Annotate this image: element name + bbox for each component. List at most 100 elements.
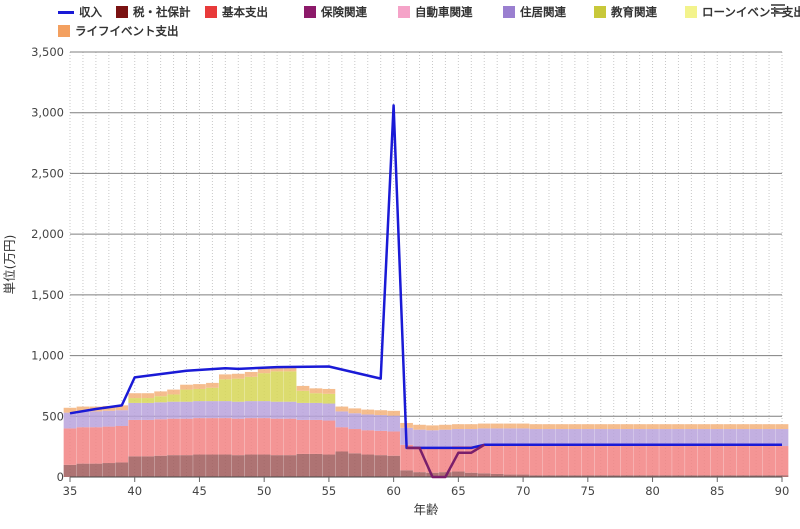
bar-segment xyxy=(231,418,245,456)
bar-segment xyxy=(736,424,750,430)
bar-segment xyxy=(296,453,310,477)
bar-segment xyxy=(464,429,478,447)
bar-segment xyxy=(672,429,685,447)
bar-segment xyxy=(581,446,595,476)
bar-segment xyxy=(723,429,737,447)
bar-segment xyxy=(270,455,284,477)
bar-segment xyxy=(594,475,608,477)
bar-segment xyxy=(594,429,608,447)
bar-segment xyxy=(283,366,297,372)
bar-segment xyxy=(594,424,608,430)
bar-segment xyxy=(270,371,284,402)
bar-segment xyxy=(387,431,400,456)
bar-segment xyxy=(374,455,388,477)
bar-segment xyxy=(180,418,193,456)
bar-segment xyxy=(257,401,271,419)
bar-segment xyxy=(128,393,142,399)
bar-segment xyxy=(154,419,167,456)
bar-segment xyxy=(426,425,439,431)
bar-segment xyxy=(646,446,659,476)
bar-segment xyxy=(672,475,685,477)
bar-segment xyxy=(193,454,206,477)
bar-segment xyxy=(76,427,90,464)
bar-segment xyxy=(141,402,155,420)
hamburger-menu-icon[interactable] xyxy=(771,4,785,16)
legend-swatch xyxy=(58,25,70,37)
legend-label: 自動車関連 xyxy=(415,5,473,19)
bar-segment xyxy=(503,428,517,446)
bar-segment xyxy=(180,389,193,402)
bar-segment xyxy=(697,429,711,447)
bar-segment xyxy=(206,382,219,388)
bar-segment xyxy=(257,418,271,455)
bar-segment xyxy=(620,429,633,447)
bar-segment xyxy=(270,401,284,419)
bar-segment xyxy=(154,391,167,397)
legend-item[interactable]: 保険関連 xyxy=(304,3,367,21)
bar-segment xyxy=(568,446,582,476)
bar-segment xyxy=(283,418,297,456)
bar-segment xyxy=(594,446,608,476)
bar-segment xyxy=(335,411,349,428)
x-tick-label: 45 xyxy=(192,484,207,498)
legend-item[interactable]: ライフイベント支出 xyxy=(58,22,179,40)
legend-item[interactable]: 基本支出 xyxy=(205,3,268,21)
y-tick-label: 0 xyxy=(57,470,64,484)
bar-segment xyxy=(685,429,698,447)
bar-segment xyxy=(646,424,659,430)
bar-segment xyxy=(387,415,400,432)
x-tick-label: 90 xyxy=(775,484,790,498)
legend-item[interactable]: 税・社保計 xyxy=(116,3,191,21)
bar-segment xyxy=(542,424,556,430)
bar-segment xyxy=(128,398,142,403)
bar-segment xyxy=(335,406,349,412)
legend-item[interactable]: 収入 xyxy=(58,3,102,21)
legend-swatch xyxy=(685,6,697,18)
legend-item[interactable]: 自動車関連 xyxy=(398,3,473,21)
bar-segment xyxy=(180,384,193,390)
bar-segment xyxy=(464,472,478,477)
bar-segment xyxy=(452,424,465,430)
bar-segment xyxy=(387,455,400,477)
bar-segment xyxy=(542,429,556,447)
bar-segment xyxy=(452,429,465,447)
legend-swatch xyxy=(116,6,128,18)
legend-item[interactable]: 住居関連 xyxy=(503,3,566,21)
bar-segment xyxy=(762,429,776,447)
bar-segment xyxy=(697,475,711,477)
bar-segment xyxy=(685,446,698,476)
bar-segment xyxy=(335,427,349,452)
bar-segment xyxy=(309,453,323,477)
bar-segment xyxy=(710,475,724,477)
legend-item[interactable]: 教育関連 xyxy=(594,3,657,21)
x-tick-label: 40 xyxy=(127,484,142,498)
bar-segment xyxy=(219,401,232,419)
bar-segment xyxy=(361,414,375,431)
bar-segment xyxy=(542,475,556,477)
bar-segment xyxy=(322,454,336,477)
bar-segment xyxy=(762,424,776,430)
bar-segment xyxy=(490,473,504,477)
bar-segment xyxy=(659,429,672,447)
bar-segment xyxy=(283,455,297,477)
bar-segment xyxy=(167,418,180,456)
bar-segment xyxy=(193,384,206,389)
bar-segment xyxy=(206,387,219,402)
bar-segment xyxy=(231,455,245,477)
bar-segment xyxy=(529,424,543,430)
bar-segment xyxy=(452,471,465,477)
bar-segment xyxy=(516,428,530,446)
x-tick-label: 75 xyxy=(580,484,595,498)
bar-segment xyxy=(749,475,763,477)
bar-segment xyxy=(477,473,491,477)
legend-label: 保険関連 xyxy=(321,5,367,19)
legend-label: 税・社保計 xyxy=(133,5,191,19)
bar-segment xyxy=(374,410,388,416)
y-tick-label: 3,500 xyxy=(31,45,64,59)
bar-segment xyxy=(581,475,595,477)
bar-segment xyxy=(219,374,232,380)
bar-segment xyxy=(206,401,219,419)
bar-segment xyxy=(348,413,362,430)
bar-segment xyxy=(555,429,569,447)
bar-segment xyxy=(193,401,206,419)
